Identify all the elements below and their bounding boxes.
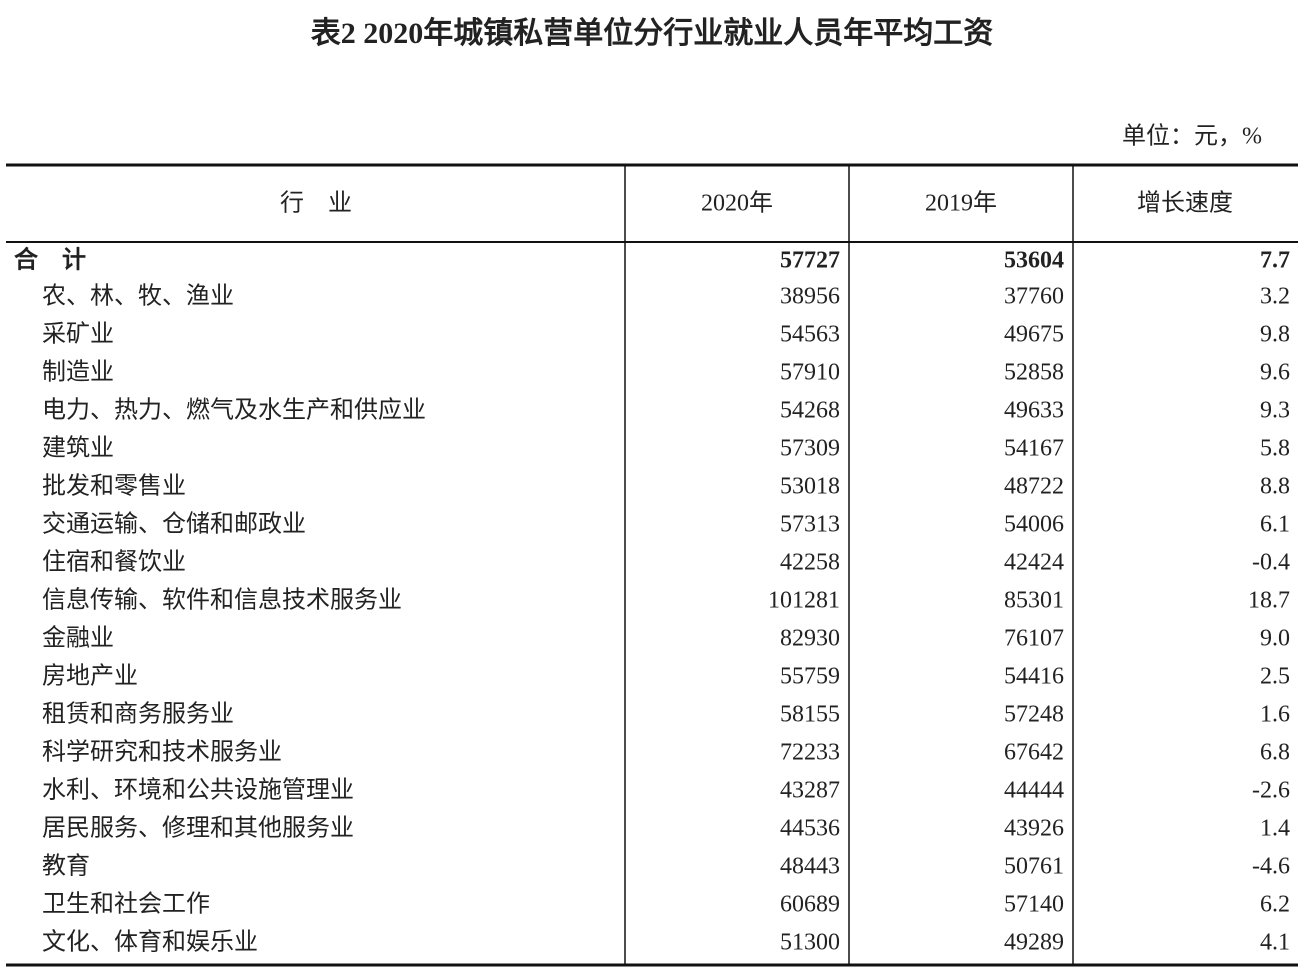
title: 表2 2020年城镇私营单位分行业就业人员年平均工资 (311, 16, 994, 50)
row-label: 文化、体育和娱乐业 (42, 929, 258, 956)
row-value: 6.1 (1260, 512, 1290, 538)
row-label: 房地产业 (42, 663, 138, 690)
row-value: 6.8 (1260, 740, 1290, 766)
row-value: 54006 (1004, 512, 1064, 538)
row-label: 农、林、牧、渔业 (42, 283, 234, 310)
row-value: 3.2 (1260, 284, 1290, 310)
row-value: 48443 (780, 854, 840, 880)
row-value: 43287 (780, 778, 840, 804)
row-value: 53018 (780, 474, 840, 500)
row-value: 8.8 (1260, 474, 1290, 500)
row-label: 批发和零售业 (42, 473, 186, 500)
row-value: 54268 (780, 398, 840, 424)
row-label: 制造业 (42, 359, 114, 386)
row-value: 57309 (780, 436, 840, 462)
row-value: 4.1 (1260, 930, 1290, 956)
row-value: 2.5 (1260, 664, 1290, 690)
row-value: 101281 (768, 588, 840, 614)
row-value: -2.6 (1252, 778, 1290, 804)
row-value: 44536 (780, 816, 840, 842)
row-label: 采矿业 (42, 321, 114, 348)
row-label: 住宿和餐饮业 (42, 549, 186, 576)
row-label: 科学研究和技术服务业 (42, 739, 282, 766)
row-value: 5.8 (1260, 436, 1290, 462)
row-label: 租赁和商务服务业 (42, 701, 234, 728)
header-cell: 增长速度 (1137, 190, 1233, 217)
row-value: 42424 (1004, 550, 1064, 576)
row-value: 18.7 (1248, 588, 1290, 614)
header-cell: 2019年 (925, 190, 997, 217)
row-label: 水利、环境和公共设施管理业 (42, 777, 354, 804)
row-label: 居民服务、修理和其他服务业 (42, 815, 354, 842)
row-value: 42258 (780, 550, 840, 576)
row-value: 54416 (1004, 664, 1064, 690)
row-value: 37760 (1004, 284, 1064, 310)
row-value: 67642 (1004, 740, 1064, 766)
row-value: 1.6 (1260, 702, 1290, 728)
total-label: 合 计 (14, 246, 86, 274)
row-value: 49289 (1004, 930, 1064, 956)
row-value: 9.8 (1260, 322, 1290, 348)
row-value: 72233 (780, 740, 840, 766)
row-value: -0.4 (1252, 550, 1290, 576)
row-value: 57313 (780, 512, 840, 538)
row-value: 44444 (1004, 778, 1064, 804)
header-cell: 2020年 (701, 190, 773, 217)
total-value: 57727 (780, 248, 840, 274)
row-label: 电力、热力、燃气及水生产和供应业 (42, 397, 426, 424)
row-value: 49633 (1004, 398, 1064, 424)
row-value: 57910 (780, 360, 840, 386)
row-value: 43926 (1004, 816, 1064, 842)
row-value: 60689 (780, 892, 840, 918)
total-value: 53604 (1004, 248, 1064, 274)
total-value: 7.7 (1260, 248, 1290, 274)
row-value: 9.0 (1260, 626, 1290, 652)
row-label: 交通运输、仓储和邮政业 (42, 511, 306, 538)
row-label: 卫生和社会工作 (42, 891, 210, 918)
row-value: 1.4 (1260, 816, 1290, 842)
row-label: 教育 (42, 853, 90, 880)
row-value: 51300 (780, 930, 840, 956)
row-value: 48722 (1004, 474, 1064, 500)
row-value: 76107 (1004, 626, 1064, 652)
row-value: 57140 (1004, 892, 1064, 918)
row-value: 55759 (780, 664, 840, 690)
row-value: 49675 (1004, 322, 1064, 348)
row-value: 9.6 (1260, 360, 1290, 386)
row-label: 金融业 (42, 625, 114, 652)
row-value: 54563 (780, 322, 840, 348)
header-cell: 行 业 (280, 190, 352, 217)
row-value: -4.6 (1252, 854, 1290, 880)
row-label: 建筑业 (42, 435, 114, 462)
unit: 单位：元，% (1122, 123, 1262, 150)
row-value: 82930 (780, 626, 840, 652)
row-value: 38956 (780, 284, 840, 310)
row-value: 58155 (780, 702, 840, 728)
row-value: 52858 (1004, 360, 1064, 386)
row-value: 50761 (1004, 854, 1064, 880)
row-label: 信息传输、软件和信息技术服务业 (42, 587, 402, 614)
row-value: 54167 (1004, 436, 1064, 462)
row-value: 6.2 (1260, 892, 1290, 918)
row-value: 85301 (1004, 588, 1064, 614)
row-value: 9.3 (1260, 398, 1290, 424)
row-value: 57248 (1004, 702, 1064, 728)
